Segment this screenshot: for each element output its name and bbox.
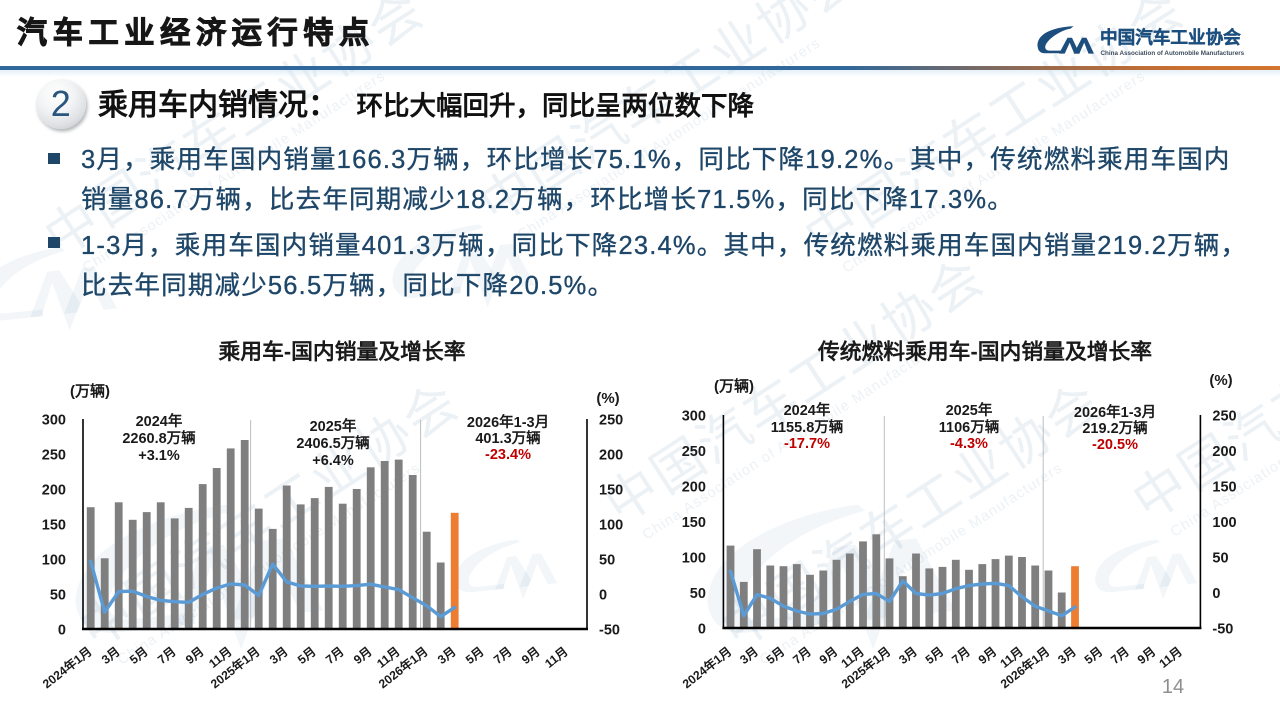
svg-text:11月: 11月 xyxy=(1156,644,1184,670)
svg-text:7月: 7月 xyxy=(155,644,179,667)
svg-text:150: 150 xyxy=(682,515,706,531)
svg-text:100: 100 xyxy=(1212,515,1236,531)
svg-text:2026年1-3月: 2026年1-3月 xyxy=(1074,403,1156,421)
svg-text:+3.1%: +3.1% xyxy=(138,448,180,464)
svg-text:2024年1月: 2024年1月 xyxy=(679,644,734,692)
svg-text:7月: 7月 xyxy=(1108,644,1132,667)
svg-text:(万辆): (万辆) xyxy=(714,377,754,395)
svg-text:0: 0 xyxy=(698,621,706,637)
svg-text:3月: 3月 xyxy=(896,644,920,667)
svg-text:401.3万辆: 401.3万辆 xyxy=(475,429,541,447)
svg-text:150: 150 xyxy=(42,517,66,533)
svg-text:3月: 3月 xyxy=(267,644,291,667)
svg-text:9月: 9月 xyxy=(183,644,207,667)
svg-text:1106万辆: 1106万辆 xyxy=(939,418,1000,436)
svg-text:2026年1-3月: 2026年1-3月 xyxy=(467,413,549,431)
svg-text:0: 0 xyxy=(58,622,66,638)
svg-text:9月: 9月 xyxy=(351,644,375,667)
svg-text:7月: 7月 xyxy=(491,644,515,667)
svg-text:中国汽车工业协会: 中国汽车工业协会 xyxy=(1100,28,1241,48)
svg-text:300: 300 xyxy=(682,408,706,424)
svg-text:9月: 9月 xyxy=(817,644,841,667)
svg-text:1155.8万辆: 1155.8万辆 xyxy=(771,418,844,436)
svg-text:(%): (%) xyxy=(596,390,619,407)
svg-text:50: 50 xyxy=(690,586,706,602)
svg-text:+6.4%: +6.4% xyxy=(312,453,354,469)
svg-text:300: 300 xyxy=(42,412,66,428)
svg-text:5月: 5月 xyxy=(295,644,319,667)
svg-text:-23.4%: -23.4% xyxy=(485,447,531,463)
svg-text:5月: 5月 xyxy=(1082,644,1106,667)
svg-text:5月: 5月 xyxy=(923,644,947,667)
svg-text:2024年: 2024年 xyxy=(784,401,831,419)
svg-text:(万辆): (万辆) xyxy=(70,382,110,400)
svg-text:9月: 9月 xyxy=(1135,644,1159,667)
svg-text:3月: 3月 xyxy=(1055,644,1079,667)
svg-text:-4.3%: -4.3% xyxy=(950,436,988,452)
svg-text:传统燃料乘用车-国内销量及增长率: 传统燃料乘用车-国内销量及增长率 xyxy=(817,339,1152,364)
svg-text:7月: 7月 xyxy=(949,644,973,667)
svg-text:250: 250 xyxy=(682,444,706,460)
svg-text:11月: 11月 xyxy=(542,644,570,670)
svg-text:250: 250 xyxy=(42,447,66,463)
svg-text:0: 0 xyxy=(599,587,607,603)
svg-text:250: 250 xyxy=(599,412,623,428)
svg-text:200: 200 xyxy=(42,482,66,498)
svg-text:-50: -50 xyxy=(599,622,620,638)
svg-text:-50: -50 xyxy=(1212,621,1233,637)
svg-text:0: 0 xyxy=(1212,586,1220,602)
svg-text:200: 200 xyxy=(1212,444,1236,460)
svg-text:2025年: 2025年 xyxy=(310,417,357,435)
svg-text:200: 200 xyxy=(599,447,623,463)
svg-text:China Association of Automobil: China Association of Automobile Manufact… xyxy=(1101,50,1245,57)
svg-text:9月: 9月 xyxy=(976,644,1000,667)
svg-text:2406.5万辆: 2406.5万辆 xyxy=(296,434,370,452)
svg-text:50: 50 xyxy=(50,587,66,603)
svg-text:2260.8万辆: 2260.8万辆 xyxy=(122,429,196,447)
svg-text:(%): (%) xyxy=(1209,372,1232,389)
svg-text:50: 50 xyxy=(1212,550,1228,566)
svg-text:2024年: 2024年 xyxy=(136,412,183,430)
svg-text:14: 14 xyxy=(1162,676,1184,698)
svg-text:9月: 9月 xyxy=(519,644,543,667)
svg-text:-20.5%: -20.5% xyxy=(1092,437,1138,453)
svg-text:乘用车-国内销量及增长率: 乘用车-国内销量及增长率 xyxy=(217,339,465,364)
svg-text:2025年: 2025年 xyxy=(946,401,993,419)
svg-text:100: 100 xyxy=(42,552,66,568)
svg-text:150: 150 xyxy=(599,482,623,498)
svg-text:200: 200 xyxy=(682,479,706,495)
svg-text:100: 100 xyxy=(682,550,706,566)
svg-text:5月: 5月 xyxy=(463,644,487,667)
svg-text:-17.7%: -17.7% xyxy=(784,436,830,452)
svg-text:7月: 7月 xyxy=(323,644,347,667)
svg-text:100: 100 xyxy=(599,517,623,533)
svg-text:50: 50 xyxy=(599,552,615,568)
svg-text:150: 150 xyxy=(1212,479,1236,495)
svg-text:250: 250 xyxy=(1212,408,1236,424)
svg-text:2024年1月: 2024年1月 xyxy=(39,644,94,692)
svg-text:219.2万辆: 219.2万辆 xyxy=(1082,419,1148,437)
svg-text:3月: 3月 xyxy=(435,644,459,667)
